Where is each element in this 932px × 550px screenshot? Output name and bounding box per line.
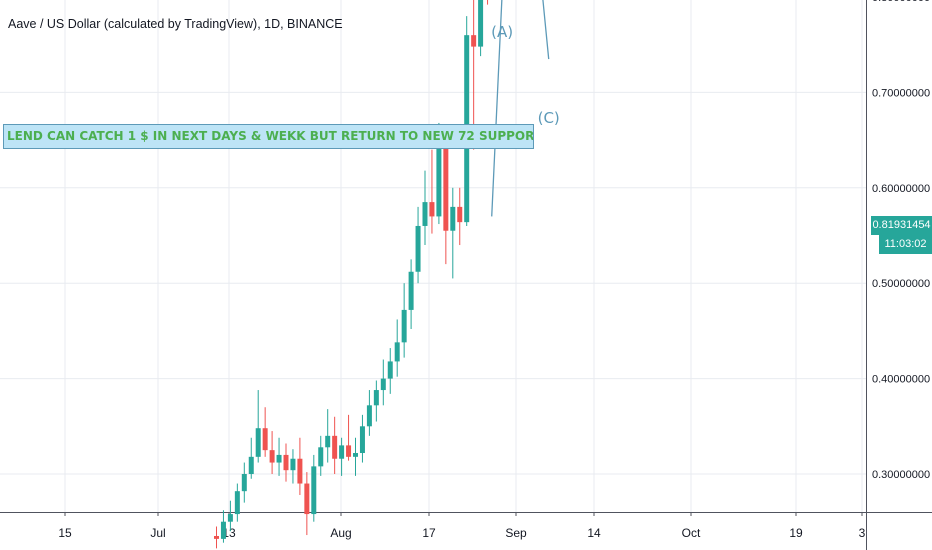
candle-body[interactable]	[248, 456, 254, 474]
candle-body[interactable]	[234, 491, 240, 515]
candle-body[interactable]	[318, 447, 324, 467]
y-tick-label: 0.40000000	[872, 374, 930, 386]
candle-body[interactable]	[304, 483, 310, 515]
annotation-text[interactable]: LEND CAN CATCH 1 $ IN NEXT DAYS & WEKK B…	[3, 124, 534, 149]
candle-body[interactable]	[346, 445, 352, 457]
y-tick-label: 0.60000000	[872, 183, 930, 195]
x-tick-label: Oct	[682, 526, 701, 540]
x-tick-label: 17	[422, 526, 436, 540]
candle-body[interactable]	[366, 405, 372, 427]
candle-body[interactable]	[429, 202, 435, 217]
candle-body[interactable]	[311, 466, 317, 515]
candle-body[interactable]	[436, 140, 442, 217]
candle-body[interactable]	[359, 426, 365, 454]
candle-body[interactable]	[373, 390, 379, 406]
candle-body[interactable]	[276, 454, 282, 463]
x-tick-label: 15	[58, 526, 72, 540]
countdown-label: 11:03:02	[879, 235, 932, 254]
candle-body[interactable]	[290, 458, 296, 471]
candle-body[interactable]	[283, 454, 289, 471]
candle-body[interactable]	[220, 521, 226, 539]
candle-body[interactable]	[227, 514, 233, 522]
candle-body[interactable]	[297, 458, 303, 484]
candle-body[interactable]	[422, 202, 428, 226]
candle-body[interactable]	[325, 435, 331, 448]
candle-body[interactable]	[443, 140, 449, 231]
candle-body[interactable]	[255, 428, 261, 457]
candle-body[interactable]	[471, 35, 477, 47]
candle-body[interactable]	[339, 445, 345, 459]
candle-body[interactable]	[214, 536, 219, 539]
candle-body[interactable]	[262, 428, 268, 451]
x-tick-label: 19	[789, 526, 803, 540]
candle-body[interactable]	[241, 474, 247, 492]
candle-body[interactable]	[353, 453, 358, 457]
candle-body[interactable]	[478, 0, 484, 47]
x-tick-label: Jul	[150, 526, 165, 540]
last-price-label: 0.81931454	[871, 216, 932, 235]
wave-label: (C)	[538, 109, 560, 127]
candle-body[interactable]	[415, 225, 421, 272]
candle-body[interactable]	[387, 361, 393, 379]
candle-body[interactable]	[408, 271, 414, 310]
candle-body[interactable]	[269, 450, 275, 463]
x-tick-label: Sep	[505, 526, 527, 540]
wave-line[interactable]	[491, 0, 550, 217]
y-tick-label: 0.30000000	[872, 469, 930, 481]
candle-body[interactable]	[457, 206, 463, 223]
x-tick-label: 3	[859, 526, 866, 540]
candle-body[interactable]	[401, 309, 407, 343]
wave-label: (A)	[491, 23, 513, 41]
y-tick-label: 0.70000000	[872, 87, 930, 99]
y-tick-label: 0.50000000	[872, 278, 930, 290]
y-tick-label: 0.80000000	[872, 0, 930, 4]
candle-body[interactable]	[394, 342, 400, 362]
chart-title: Aave / US Dollar (calculated by TradingV…	[8, 17, 343, 31]
x-tick-label: Aug	[330, 526, 351, 540]
x-tick-label: 14	[587, 526, 601, 540]
candle-body[interactable]	[332, 435, 338, 459]
candle-body[interactable]	[380, 378, 386, 391]
candle-body[interactable]	[450, 206, 456, 231]
